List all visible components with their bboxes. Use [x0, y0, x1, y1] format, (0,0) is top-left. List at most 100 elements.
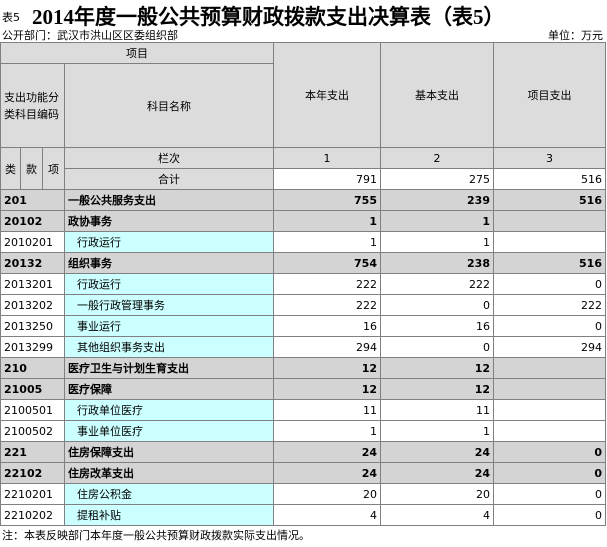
value: 1 — [380, 420, 494, 442]
note: 注：本表反映部门本年度一般公共预算财政拨款实际支出情况。 — [2, 529, 310, 542]
value — [493, 210, 606, 232]
item-name: 住房改革支出 — [64, 462, 274, 484]
row: 类款项栏次 1 2 3 — [0, 147, 606, 190]
code: 2013299 — [0, 336, 65, 358]
code: 2100501 — [0, 399, 65, 421]
row: 合计 791 275 516 — [1, 168, 606, 190]
total-value: 516 — [493, 168, 606, 190]
row: 2010201 行政运行 1 1 — [0, 231, 606, 253]
row: 20102 政协事务 1 1 — [0, 210, 606, 232]
code: 2210202 — [0, 504, 65, 526]
row: 21005 医疗保障 12 12 — [0, 378, 606, 400]
row: 22102 住房改革支出 24 24 0 — [0, 462, 606, 484]
value: 24 — [380, 441, 494, 463]
item-name: 医疗卫生与计划生育支出 — [64, 357, 274, 379]
item-name: 其他组织事务支出 — [64, 336, 274, 358]
code: 21005 — [0, 378, 65, 400]
title: 2014年度一般公共预算财政拨款支出决算表（表5） — [32, 5, 505, 29]
value: 24 — [380, 462, 494, 484]
value: 0 — [493, 483, 606, 505]
code: 2013250 — [0, 315, 65, 337]
value: 0 — [493, 504, 606, 526]
row: 2100502 事业单位医疗 1 1 — [0, 420, 606, 442]
code: 2100502 — [0, 420, 65, 442]
value: 16 — [273, 315, 381, 337]
row: 20132 组织事务 754 238 516 — [0, 252, 606, 274]
row: 2013299 其他组织事务支出 294 0 294 — [0, 336, 606, 358]
row: 2100501 行政单位医疗 11 11 — [0, 399, 606, 421]
value: 20 — [380, 483, 494, 505]
item-name: 行政单位医疗 — [64, 399, 274, 421]
item-name: 提租补贴 — [64, 504, 274, 526]
item-name: 医疗保障 — [64, 378, 274, 400]
value: 0 — [380, 336, 494, 358]
code-part-header: 款 — [20, 147, 43, 190]
value: 294 — [493, 336, 606, 358]
item-name: 一般行政管理事务 — [64, 294, 274, 316]
value: 755 — [273, 189, 381, 211]
value: 4 — [380, 504, 494, 526]
row: 项目 本年支出 基本支出 项目支出 — [0, 42, 606, 148]
column-header: 本年支出 — [273, 42, 381, 148]
value: 1 — [273, 231, 381, 253]
value — [493, 399, 606, 421]
value: 516 — [493, 252, 606, 274]
code: 210 — [0, 357, 65, 379]
value: 12 — [273, 357, 381, 379]
item-name: 组织事务 — [64, 252, 274, 274]
row: 210 医疗卫生与计划生育支出 12 12 — [0, 357, 606, 379]
value: 294 — [273, 336, 381, 358]
unit: 单位：万元 — [548, 29, 603, 42]
value — [493, 231, 606, 253]
index-label: 栏次 — [64, 147, 274, 169]
value — [493, 420, 606, 442]
code: 2210201 — [0, 483, 65, 505]
value: 1 — [273, 210, 381, 232]
value: 516 — [493, 189, 606, 211]
item-name: 事业单位医疗 — [64, 420, 274, 442]
department: 公开部门：武汉市洪山区区委组织部 — [2, 29, 178, 42]
value: 222 — [380, 273, 494, 295]
value: 754 — [273, 252, 381, 274]
item-name: 政协事务 — [64, 210, 274, 232]
value: 1 — [380, 231, 494, 253]
value: 238 — [380, 252, 494, 274]
row: 2210202 提租补贴 4 4 0 — [0, 504, 606, 526]
value: 11 — [273, 399, 381, 421]
name-header: 科目名称 — [64, 63, 274, 148]
row: 201 一般公共服务支出 755 239 516 — [0, 189, 606, 211]
value: 12 — [380, 357, 494, 379]
code: 22102 — [0, 462, 65, 484]
code: 221 — [0, 441, 65, 463]
column-number: 2 — [380, 147, 494, 169]
item-name: 住房保障支出 — [64, 441, 274, 463]
row: 221 住房保障支出 24 24 0 — [0, 441, 606, 463]
code: 20102 — [0, 210, 65, 232]
value: 0 — [493, 462, 606, 484]
item-name: 事业运行 — [64, 315, 274, 337]
table: 项目 本年支出 基本支出 项目支出 支出功能分类科目编码 科目名称类款项栏次 1 2 3 合计 79… — [0, 42, 606, 526]
column-number: 3 — [493, 147, 606, 169]
item-name: 一般公共服务支出 — [64, 189, 274, 211]
value: 12 — [380, 378, 494, 400]
column-header: 基本支出 — [380, 42, 494, 148]
code: 2010201 — [0, 231, 65, 253]
total-value: 275 — [380, 168, 494, 190]
total-value: 791 — [273, 168, 381, 190]
value: 1 — [273, 420, 381, 442]
project-header: 项目 — [0, 42, 274, 64]
row: 2013250 事业运行 16 16 0 — [0, 315, 606, 337]
value: 222 — [493, 294, 606, 316]
value: 0 — [493, 441, 606, 463]
code-group-header: 支出功能分类科目编码 — [0, 63, 65, 148]
value: 0 — [493, 315, 606, 337]
value: 222 — [273, 273, 381, 295]
column-header: 项目支出 — [493, 42, 606, 148]
row: 2013202 一般行政管理事务 222 0 222 — [0, 294, 606, 316]
value: 222 — [273, 294, 381, 316]
code: 2013201 — [0, 273, 65, 295]
code: 2013202 — [0, 294, 65, 316]
value: 24 — [273, 462, 381, 484]
value: 239 — [380, 189, 494, 211]
